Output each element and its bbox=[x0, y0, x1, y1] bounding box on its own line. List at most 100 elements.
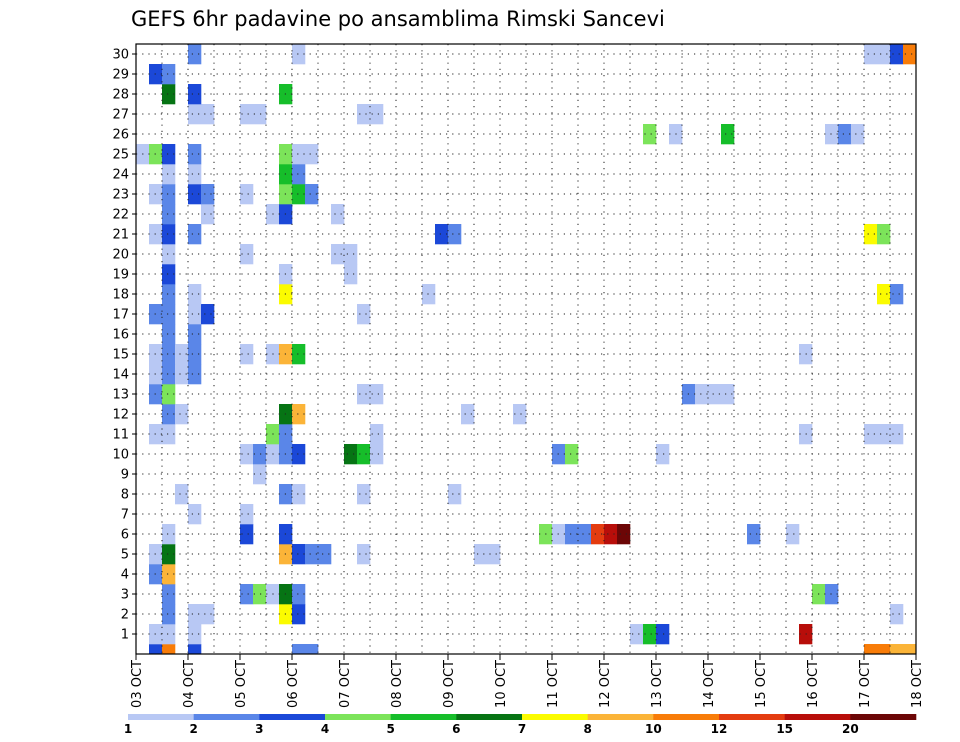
cell-m2-s58 bbox=[890, 604, 904, 625]
colorbar-label: 15 bbox=[776, 722, 793, 736]
colorbar-swatch-3 bbox=[259, 714, 326, 720]
cell-m14-s3 bbox=[175, 364, 189, 385]
x-tick-label: 16 OCT bbox=[806, 660, 821, 708]
chart-title: GEFS 6hr padavine po ansamblima Rimski S… bbox=[131, 7, 665, 31]
cell-m25-s4 bbox=[188, 144, 202, 165]
cell-m11-s18 bbox=[370, 424, 384, 445]
cell-m5-s26 bbox=[474, 544, 501, 565]
x-tick-label: 07 OCT bbox=[338, 660, 353, 708]
cell-m6-s8 bbox=[240, 524, 254, 545]
y-tick-label: 22 bbox=[112, 208, 129, 223]
cell-m10-s9 bbox=[253, 444, 267, 465]
cell-m10-s16 bbox=[344, 444, 358, 465]
cell-m10-s8 bbox=[240, 444, 254, 465]
cell-m6-s47 bbox=[747, 524, 761, 545]
cell-m23-s8 bbox=[240, 184, 254, 205]
colorbar-label: 5 bbox=[386, 722, 394, 736]
colorbar-label: 2 bbox=[189, 722, 197, 736]
cell-m26-s45 bbox=[721, 124, 735, 145]
y-tick-label: 24 bbox=[112, 168, 129, 183]
y-tick-label: 18 bbox=[112, 288, 129, 303]
cell-m4-s2 bbox=[162, 564, 176, 585]
cell-m7-s4 bbox=[188, 504, 202, 525]
cell-m3-s8 bbox=[240, 584, 254, 605]
y-tick-label: 1 bbox=[121, 628, 129, 643]
cell-m10-s40 bbox=[656, 444, 670, 465]
cell-m12-s29 bbox=[513, 404, 527, 425]
x-tick-label: 11 OCT bbox=[546, 660, 561, 708]
colorbar-swatch-12 bbox=[850, 714, 917, 720]
cell-m5-s13 bbox=[305, 544, 332, 565]
cell-m30-s12 bbox=[292, 44, 306, 65]
cell-m11-s1 bbox=[149, 424, 176, 445]
y-tick-label: 14 bbox=[112, 368, 129, 383]
cell-m0-s56 bbox=[864, 644, 891, 655]
cell-m21-s24 bbox=[448, 224, 462, 245]
y-tick-label: 9 bbox=[121, 468, 129, 483]
cell-m13-s17 bbox=[357, 384, 384, 405]
colorbar-label: 12 bbox=[711, 722, 728, 736]
y-tick-label: 11 bbox=[112, 428, 129, 443]
cell-m18-s22 bbox=[422, 284, 436, 305]
cell-m9-s9 bbox=[253, 464, 267, 485]
cell-m18-s2 bbox=[162, 284, 176, 305]
cell-m8-s12 bbox=[292, 484, 306, 505]
cell-m26-s39 bbox=[643, 124, 657, 145]
cell-m20-s8 bbox=[240, 244, 254, 265]
y-tick-label: 12 bbox=[112, 408, 129, 423]
colorbar-label: 6 bbox=[452, 722, 460, 736]
y-tick-label: 10 bbox=[112, 448, 129, 463]
cell-m24-s4 bbox=[188, 164, 202, 185]
cell-m6-s50 bbox=[786, 524, 800, 545]
cell-m24-s12 bbox=[292, 164, 306, 185]
cell-m21-s2 bbox=[162, 224, 176, 245]
cell-m8-s3 bbox=[175, 484, 189, 505]
y-tick-label: 30 bbox=[112, 48, 129, 63]
cell-m18-s4 bbox=[188, 284, 202, 305]
y-tick-label: 7 bbox=[121, 508, 129, 523]
cell-m10-s17 bbox=[357, 444, 371, 465]
x-tick-label: 13 OCT bbox=[650, 660, 665, 708]
cell-m20-s15 bbox=[331, 244, 358, 265]
cell-m2-s12 bbox=[292, 604, 306, 625]
cell-m22-s15 bbox=[331, 204, 345, 225]
x-tick-label: 05 OCT bbox=[234, 660, 249, 708]
cell-m18-s57 bbox=[877, 284, 891, 305]
colorbar-label: 4 bbox=[321, 722, 329, 736]
colorbar-swatch-4 bbox=[325, 714, 391, 720]
cell-m26-s54 bbox=[838, 124, 852, 145]
cell-m30-s4 bbox=[188, 44, 202, 65]
cell-m19-s2 bbox=[162, 264, 176, 285]
y-tick-label: 16 bbox=[112, 328, 129, 343]
cell-m29-s2 bbox=[162, 64, 176, 85]
y-tick-label: 2 bbox=[121, 608, 129, 623]
cell-m8-s17 bbox=[357, 484, 371, 505]
colorbar-swatch-11 bbox=[784, 714, 851, 720]
colorbar-label: 8 bbox=[583, 722, 591, 736]
colorbar-label: 7 bbox=[518, 722, 526, 736]
cell-m0-s1 bbox=[149, 644, 163, 655]
y-tick-label: 20 bbox=[112, 248, 129, 263]
cell-m1-s4 bbox=[188, 624, 202, 645]
cell-m15-s4 bbox=[188, 344, 202, 365]
cell-m15-s2 bbox=[162, 344, 176, 365]
cell-m20-s2 bbox=[162, 244, 176, 265]
y-tick-label: 27 bbox=[112, 108, 129, 123]
x-tick-label: 04 OCT bbox=[182, 660, 197, 708]
heatmap-cells bbox=[136, 44, 917, 655]
cell-m21-s23 bbox=[435, 224, 449, 245]
cell-m22-s5 bbox=[201, 204, 215, 225]
colorbar: 1 2 3 4 5 6 7 8 10 12 15 20 bbox=[124, 714, 917, 736]
cell-m2-s4 bbox=[188, 604, 215, 625]
cell-m0-s58 bbox=[890, 644, 917, 655]
cell-m15-s3 bbox=[175, 344, 189, 365]
cell-m30-s59 bbox=[903, 44, 917, 65]
cell-m1-s40 bbox=[656, 624, 670, 645]
cell-m25-s12 bbox=[292, 144, 319, 165]
cell-m6-s37 bbox=[617, 524, 631, 545]
y-tick-label: 13 bbox=[112, 388, 129, 403]
cell-m12-s2 bbox=[162, 404, 176, 425]
cell-m12-s3 bbox=[175, 404, 189, 425]
y-tick-label: 19 bbox=[112, 268, 129, 283]
cell-m10-s33 bbox=[565, 444, 579, 465]
